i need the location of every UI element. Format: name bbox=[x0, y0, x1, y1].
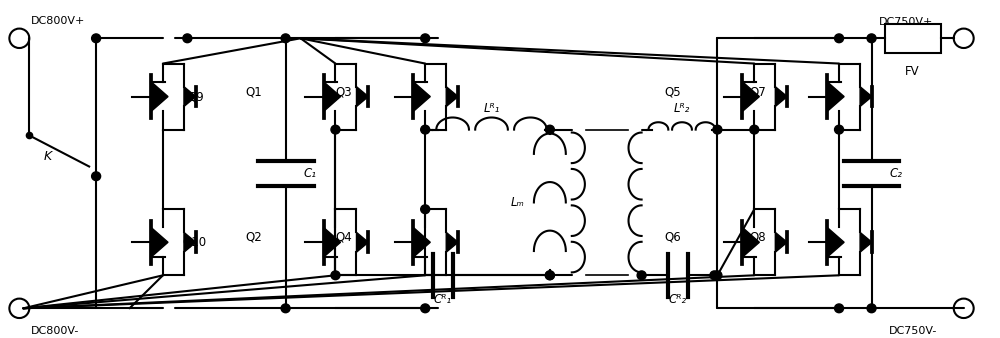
Polygon shape bbox=[775, 87, 787, 106]
Circle shape bbox=[835, 125, 844, 134]
Circle shape bbox=[331, 271, 340, 280]
Circle shape bbox=[713, 125, 722, 134]
Text: Q2: Q2 bbox=[245, 231, 262, 244]
Polygon shape bbox=[324, 227, 341, 257]
Text: DC800V-: DC800V- bbox=[31, 326, 80, 336]
Text: Cᴿ₁: Cᴿ₁ bbox=[434, 293, 452, 306]
Circle shape bbox=[421, 34, 430, 43]
Circle shape bbox=[545, 271, 554, 280]
Text: Lᴿ₂: Lᴿ₂ bbox=[674, 102, 690, 115]
Polygon shape bbox=[324, 82, 341, 112]
Text: Q4: Q4 bbox=[335, 231, 352, 244]
Circle shape bbox=[750, 125, 759, 134]
Circle shape bbox=[92, 34, 101, 43]
Text: C₁: C₁ bbox=[304, 167, 317, 180]
Circle shape bbox=[281, 304, 290, 313]
Text: C₂: C₂ bbox=[889, 167, 902, 180]
Polygon shape bbox=[413, 227, 430, 257]
Polygon shape bbox=[860, 87, 872, 106]
Polygon shape bbox=[446, 87, 458, 106]
Text: DC750V+: DC750V+ bbox=[879, 17, 933, 27]
Circle shape bbox=[867, 34, 876, 43]
Text: FV: FV bbox=[905, 65, 920, 77]
Circle shape bbox=[92, 172, 101, 180]
Text: Q9: Q9 bbox=[188, 90, 204, 103]
Text: Q1: Q1 bbox=[245, 85, 262, 98]
Circle shape bbox=[867, 304, 876, 313]
Circle shape bbox=[545, 271, 554, 280]
Polygon shape bbox=[860, 232, 872, 252]
Polygon shape bbox=[775, 232, 787, 252]
Text: Lᴿ₁: Lᴿ₁ bbox=[483, 102, 500, 115]
Polygon shape bbox=[446, 232, 458, 252]
Circle shape bbox=[835, 304, 844, 313]
Circle shape bbox=[637, 271, 646, 280]
Text: DC800V+: DC800V+ bbox=[31, 16, 86, 26]
Circle shape bbox=[183, 34, 192, 43]
Text: Q8: Q8 bbox=[749, 231, 766, 244]
Polygon shape bbox=[742, 82, 759, 112]
Circle shape bbox=[281, 34, 290, 43]
Circle shape bbox=[421, 125, 430, 134]
Polygon shape bbox=[742, 227, 759, 257]
Circle shape bbox=[421, 304, 430, 313]
Text: Q10: Q10 bbox=[183, 236, 207, 249]
Polygon shape bbox=[184, 232, 196, 252]
Text: Q3: Q3 bbox=[335, 85, 352, 98]
Text: Q5: Q5 bbox=[664, 85, 681, 98]
Polygon shape bbox=[356, 87, 368, 106]
Polygon shape bbox=[151, 227, 168, 257]
Circle shape bbox=[421, 205, 430, 214]
Polygon shape bbox=[356, 232, 368, 252]
Polygon shape bbox=[827, 227, 844, 257]
Text: Lₘ: Lₘ bbox=[511, 196, 525, 209]
Text: DC750V-: DC750V- bbox=[889, 326, 937, 336]
Circle shape bbox=[713, 271, 722, 280]
Polygon shape bbox=[184, 87, 196, 106]
Polygon shape bbox=[413, 82, 430, 112]
Circle shape bbox=[331, 125, 340, 134]
Polygon shape bbox=[827, 82, 844, 112]
Circle shape bbox=[710, 271, 719, 280]
Circle shape bbox=[835, 34, 844, 43]
Text: Q7: Q7 bbox=[749, 85, 766, 98]
Text: K: K bbox=[43, 150, 52, 163]
Polygon shape bbox=[151, 82, 168, 112]
Text: Cᴿ₂: Cᴿ₂ bbox=[669, 293, 687, 306]
Circle shape bbox=[545, 125, 554, 134]
Bar bbox=[885, 24, 941, 53]
Text: Q6: Q6 bbox=[664, 231, 681, 244]
